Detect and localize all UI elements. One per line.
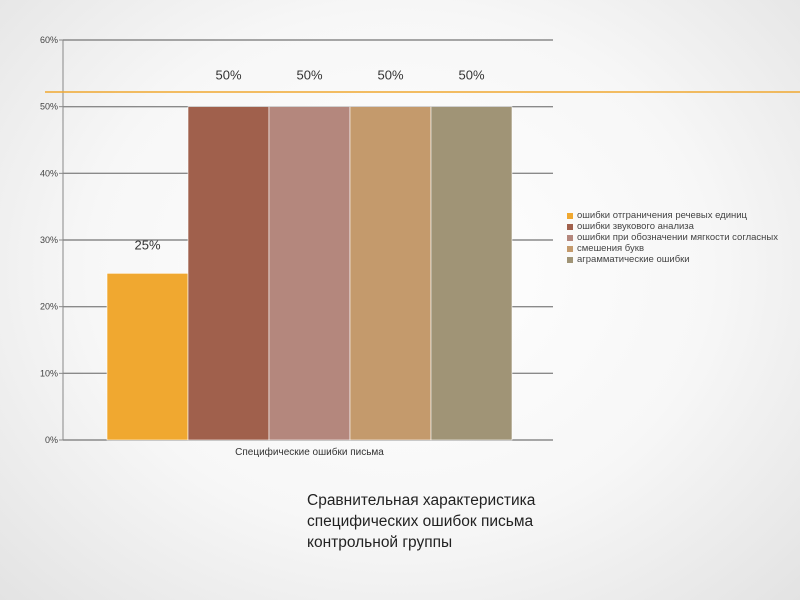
y-tick-label-1: 10% xyxy=(40,368,58,378)
chart-legend: ошибки отграничения речевых единиц ошибк… xyxy=(567,210,792,265)
data-label-3: 50% xyxy=(377,68,403,83)
legend-swatch-1 xyxy=(567,224,573,230)
legend-label-4: аграмматические ошибки xyxy=(577,254,690,265)
legend-swatch-4 xyxy=(567,257,573,263)
legend-item-1: ошибки звукового анализа xyxy=(567,221,792,232)
y-tick-label-3: 30% xyxy=(40,235,58,245)
legend-item-3: смешения букв xyxy=(567,243,792,254)
legend-label-3: смешения букв xyxy=(577,243,644,254)
bar-0 xyxy=(106,273,189,441)
legend-label-0: ошибки отграничения речевых единиц xyxy=(577,210,748,221)
y-tick-label-5: 50% xyxy=(40,102,58,112)
caption-line-1: Сравнительная характеристика xyxy=(307,492,536,509)
legend-label-2: ошибки при обозначении мягкости согласны… xyxy=(577,232,778,243)
y-tick-label-4: 40% xyxy=(40,168,58,178)
legend-label-1: ошибки звукового анализа xyxy=(577,221,694,232)
bar-1 xyxy=(187,106,270,441)
bar-4 xyxy=(430,106,513,441)
y-tick-label-0: 0% xyxy=(45,435,58,445)
legend-item-2: ошибки при обозначении мягкости согласны… xyxy=(567,232,792,243)
data-label-2: 50% xyxy=(296,68,322,83)
y-tick-label-6: 60% xyxy=(40,35,58,45)
caption-line-3: контрольной группы xyxy=(307,534,453,551)
legend-swatch-2 xyxy=(567,235,573,241)
caption-line-2: специфических ошибок письма xyxy=(307,513,534,530)
data-label-0: 25% xyxy=(134,237,160,252)
data-label-4: 50% xyxy=(458,68,484,83)
x-axis-label: Специфические ошибки письма xyxy=(235,446,384,458)
slide-caption: Сравнительная характеристика специфическ… xyxy=(307,490,627,553)
legend-item-4: аграмматические ошибки xyxy=(567,254,792,265)
y-tick-label-2: 20% xyxy=(40,302,58,312)
legend-item-0: ошибки отграничения речевых единиц xyxy=(567,210,792,221)
legend-swatch-3 xyxy=(567,246,573,252)
bar-3 xyxy=(349,106,432,441)
data-label-1: 50% xyxy=(215,68,241,83)
legend-swatch-0 xyxy=(567,213,573,219)
bar-2 xyxy=(268,106,351,441)
